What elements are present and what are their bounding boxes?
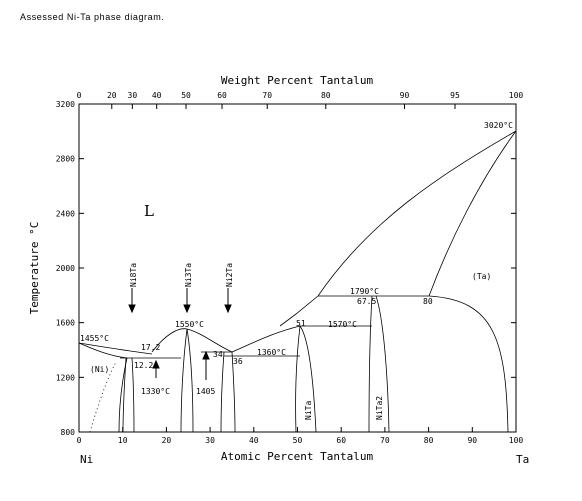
right-element-label: Ta [516, 453, 529, 466]
left-ticks: 800 1200 1600 2000 2400 2800 3200 [56, 100, 516, 437]
top-tick-label: 95 [450, 91, 460, 100]
top-tick-label: 20 [107, 91, 117, 100]
top-tick-label: 60 [217, 91, 227, 100]
bottom-tick-label: 100 [509, 436, 524, 445]
ni8ta-label: Ni8Ta [129, 263, 138, 287]
liquidus-nita-side [231, 325, 301, 353]
ni8ta-arrowhead [128, 304, 136, 314]
left-tick-label: 2800 [56, 155, 75, 164]
t1405-arrowhead [202, 350, 210, 360]
ta-solvus [428, 295, 509, 433]
top-tick-label: 0 [77, 91, 82, 100]
nita2-phase-right [375, 295, 390, 433]
top-tick-label: 30 [128, 91, 138, 100]
c122-label: 12.2 [134, 361, 153, 370]
nita-phase-right [299, 325, 317, 433]
left-element-label: Ni [80, 453, 93, 466]
plot-frame [78, 103, 517, 433]
t1405-label: 1405 [196, 387, 215, 396]
ni3ta-phase-right [186, 328, 194, 433]
liquidus-ni-side [78, 342, 153, 355]
c675-label: 67.5 [357, 297, 376, 306]
t1330-label: 1330°C [141, 387, 170, 396]
left-tick-label: 2000 [56, 264, 75, 273]
ni-phase-label: (Ni) [90, 365, 109, 374]
liquidus-nita2-left [279, 295, 319, 327]
liquid-label: L [144, 202, 154, 220]
top-ticks: 0 20 30 40 50 60 70 80 90 95 100 [77, 91, 524, 109]
liquidus-ni3ta-dome [151, 328, 233, 353]
left-tick-label: 1200 [56, 373, 75, 382]
bottom-axis-title: Atomic Percent Tantalum [221, 450, 374, 463]
t1330-arrowhead [152, 359, 160, 369]
nita-phase-left [295, 325, 301, 433]
t1360-label: 1360°C [257, 348, 286, 357]
top-tick-label: 70 [262, 91, 272, 100]
nita2-label: NiTa2 [375, 396, 384, 420]
top-tick-label: 100 [509, 91, 524, 100]
c34-label: 34 [213, 350, 223, 359]
ta-solidus [428, 130, 517, 297]
c51-label: 51 [296, 319, 306, 328]
bottom-tick-label: 80 [424, 436, 434, 445]
t1570-label: 1570°C [328, 320, 357, 329]
top-tick-label: 50 [181, 91, 191, 100]
t1455-label: 1455°C [80, 334, 109, 343]
ni2ta-arrowhead [224, 304, 232, 314]
ni2ta-phase-right [231, 351, 236, 433]
ni3ta-phase-left [180, 328, 188, 433]
ni2ta-phase-left [220, 351, 225, 433]
bottom-tick-label: 70 [380, 436, 390, 445]
bottom-tick-label: 0 [77, 436, 82, 445]
liquidus-ta-side [317, 130, 517, 297]
bottom-tick-label: 10 [118, 436, 128, 445]
bottom-tick-label: 50 [293, 436, 303, 445]
top-tick-label: 80 [321, 91, 331, 100]
page-title: Assessed Ni-Ta phase diagram. [20, 12, 165, 22]
c80-label: 80 [423, 297, 433, 306]
nita2-phase-left [368, 295, 373, 433]
top-tick-label: 40 [152, 91, 162, 100]
top-axis-title: Weight Percent Tantalum [221, 74, 374, 87]
solidus-ni-side [78, 342, 128, 359]
bottom-tick-label: 30 [205, 436, 215, 445]
bottom-tick-label: 40 [249, 436, 259, 445]
left-tick-label: 800 [61, 428, 76, 437]
left-tick-label: 1600 [56, 319, 75, 328]
t1550-label: 1550°C [175, 320, 204, 329]
t3020-label: 3020°C [484, 121, 513, 130]
bottom-tick-label: 20 [162, 436, 172, 445]
bottom-tick-label: 90 [467, 436, 477, 445]
left-tick-label: 3200 [56, 100, 75, 109]
top-tick-label: 90 [400, 91, 410, 100]
t1790-label: 1790°C [350, 287, 379, 296]
nita-label: NiTa [304, 401, 313, 420]
c172-label: 17.2 [141, 343, 160, 352]
ni2ta-label: Ni2Ta [225, 263, 234, 287]
c36-label: 36 [233, 357, 243, 366]
y-axis-title: Temperature °C [28, 222, 41, 315]
ni3ta-arrowhead [183, 304, 191, 314]
ni8ta-phase-right [131, 357, 135, 433]
left-tick-label: 2400 [56, 209, 75, 218]
bottom-ticks: 0 10 20 30 40 50 60 70 80 90 100 [77, 427, 524, 445]
bottom-tick-label: 60 [336, 436, 346, 445]
ta-phase-label: (Ta) [472, 272, 491, 281]
ni3ta-label: Ni3Ta [184, 263, 193, 287]
ni-solvus [118, 357, 128, 433]
